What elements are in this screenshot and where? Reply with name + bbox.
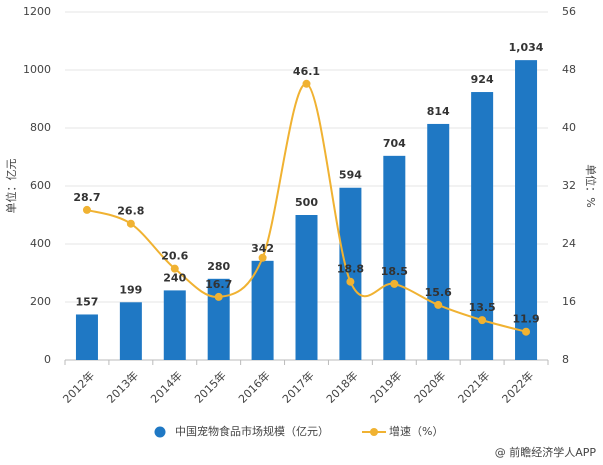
bar-value-label: 704 <box>383 137 406 150</box>
bar <box>339 187 362 360</box>
x-tick-label: 2015年 <box>191 368 228 405</box>
line-point <box>214 292 223 301</box>
x-tick-label: 2016年 <box>235 368 272 405</box>
bar-value-label: 1,034 <box>509 41 544 54</box>
line-value-label: 46.1 <box>293 65 320 78</box>
bar <box>295 215 318 360</box>
y2-tick-label: 32 <box>562 179 576 192</box>
line-value-label: 18.5 <box>381 265 408 278</box>
line-point <box>258 253 267 262</box>
line-point <box>346 277 355 286</box>
bar <box>251 260 274 360</box>
y-tick-label: 200 <box>30 295 51 308</box>
bar <box>163 290 186 360</box>
x-tick-label: 2017年 <box>279 368 316 405</box>
bar-value-label: 342 <box>251 242 274 255</box>
line-point <box>126 219 135 228</box>
bar-value-label: 500 <box>295 196 318 209</box>
y2-tick-label: 24 <box>562 237 576 250</box>
y2-tick-label: 56 <box>562 5 576 18</box>
legend-label: 增速（%） <box>389 424 443 438</box>
legend-label: 中国宠物食品市场规模（亿元） <box>175 424 329 438</box>
bar-value-label: 157 <box>75 295 98 308</box>
line-value-label: 16.7 <box>205 278 232 291</box>
y2-tick-label: 40 <box>562 121 576 134</box>
x-tick-label: 2012年 <box>60 368 97 405</box>
line-point <box>170 264 179 273</box>
bar-value-label: 814 <box>427 105 450 118</box>
y2-tick-label: 16 <box>562 295 576 308</box>
line-point <box>302 79 311 88</box>
line-value-label: 28.7 <box>73 191 100 204</box>
line-value-label: 11.9 <box>512 313 539 326</box>
x-tick-label: 2021年 <box>455 368 492 405</box>
bar <box>75 314 98 360</box>
bar-value-label: 280 <box>207 260 230 273</box>
x-tick-label: 2020年 <box>411 368 448 405</box>
bar <box>119 302 142 360</box>
bar <box>471 92 494 360</box>
y-tick-label: 0 <box>44 353 51 366</box>
bar <box>207 278 230 360</box>
y2-tick-label: 8 <box>562 353 569 366</box>
y2-axis-label: 单位：% <box>584 164 598 207</box>
line-point <box>82 205 91 214</box>
bar-value-label: 240 <box>163 271 186 284</box>
bar <box>427 123 450 360</box>
line-point <box>522 327 531 336</box>
legend-swatch <box>370 428 378 436</box>
x-tick-label: 2018年 <box>323 368 360 405</box>
line-value-label: 18.8 <box>337 263 364 276</box>
y-axis-label: 单位：亿元 <box>4 159 18 214</box>
legend-swatch <box>154 426 166 438</box>
line-value-label: 20.6 <box>161 250 188 263</box>
source: @ 前瞻经济学人APP <box>495 445 597 459</box>
y-tick-label: 1000 <box>23 63 51 76</box>
line-point <box>390 279 399 288</box>
x-tick-label: 2013年 <box>104 368 141 405</box>
x-tick-label: 2014年 <box>148 368 185 405</box>
bar-value-label: 199 <box>119 283 142 296</box>
line-value-label: 13.5 <box>469 301 496 314</box>
y2-tick-label: 48 <box>562 63 576 76</box>
y-tick-label: 800 <box>30 121 51 134</box>
line-point <box>434 300 443 309</box>
bar <box>383 155 406 360</box>
y-tick-label: 1200 <box>23 5 51 18</box>
y-tick-label: 400 <box>30 237 51 250</box>
x-tick-label: 2019年 <box>367 368 404 405</box>
bar-value-label: 594 <box>339 169 362 182</box>
line-value-label: 26.8 <box>117 205 144 218</box>
y-tick-label: 600 <box>30 179 51 192</box>
line-point <box>478 316 487 325</box>
bar <box>515 60 538 360</box>
x-tick-label: 2022年 <box>499 368 536 405</box>
line-value-label: 15.6 <box>425 286 452 299</box>
bar-value-label: 924 <box>471 73 494 86</box>
